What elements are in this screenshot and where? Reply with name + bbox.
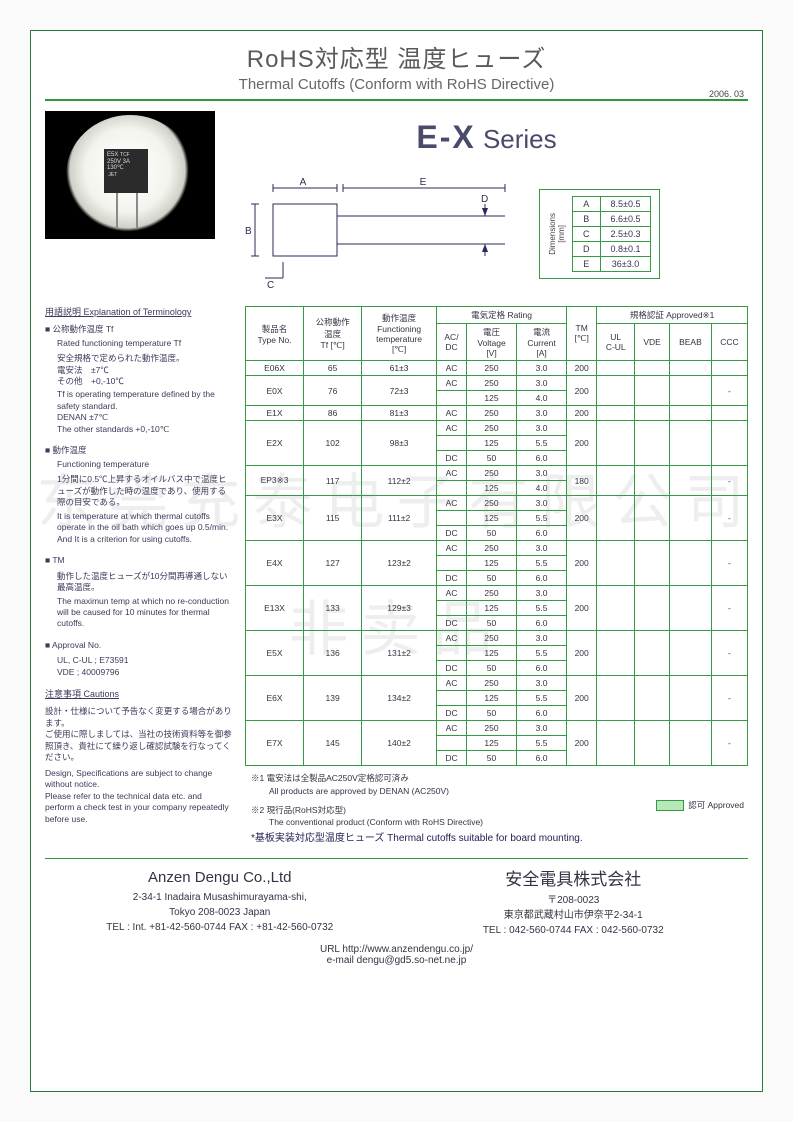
svg-text:B: B <box>245 226 252 237</box>
product-photo: E5X TCF250V 3A130℃ JET <box>45 111 215 239</box>
term-item: ■ 動作温度Functioning temperature1分間に0.5℃上昇す… <box>45 445 233 545</box>
spec-row: E06X6561±3AC2503.0200 <box>246 361 748 376</box>
dim-row: C2.5±0.3 <box>573 227 651 242</box>
dim-row: B6.6±0.5 <box>573 212 651 227</box>
footer-url: URL http://www.anzendengu.co.jp/ e-mail … <box>45 944 748 966</box>
mount-note: *基板実装対応型温度ヒューズ Thermal cutoffs suitable … <box>245 829 748 844</box>
series-sub: Series <box>483 124 557 154</box>
footer: Anzen Dengu Co.,Ltd 2-34-1 Inadaira Musa… <box>45 867 748 938</box>
spec-row: E0X7672±3AC2503.0200- <box>246 376 748 391</box>
series-title: E-X Series <box>225 119 748 156</box>
note1-en: All products are approved by DENAN (AC25… <box>269 786 449 796</box>
dim-row: D0.8±0.1 <box>573 242 651 257</box>
company-jp: 安全電具株式会社 <box>407 867 741 893</box>
cautions-heading: 注意事項 Cautions <box>45 688 233 700</box>
spec-row: E2X10298±3AC2503.0200 <box>246 421 748 436</box>
title-en: Thermal Cutoffs (Conform with RoHS Direc… <box>45 76 748 93</box>
term-item: ■ TM動作した温度ヒューズが10分間再導通しない最高温度。The maximu… <box>45 555 233 630</box>
dim-row: A8.5±0.5 <box>573 197 651 212</box>
company-en: Anzen Dengu Co.,Ltd <box>53 867 387 890</box>
spec-row: EP3※3117112±2AC2503.0180- <box>246 466 748 481</box>
divider-top <box>45 99 748 101</box>
tel-jp: TEL : 042-560-0744 FAX : 042-560-0732 <box>407 923 741 938</box>
tel-en: TEL : Int. +81-42-560-0744 FAX : +81-42-… <box>53 920 387 935</box>
svg-text:A: A <box>300 177 307 188</box>
addr-en2: Tokyo 208-0023 Japan <box>53 905 387 920</box>
spec-row: E13X133129±3AC2503.0200- <box>246 586 748 601</box>
dimension-table-wrap: Dimensions[mm] A8.5±0.5B6.6±0.5C2.5±0.3D… <box>539 189 660 279</box>
chip-label: E5X TCF250V 3A130℃ JET <box>104 149 148 193</box>
spec-row: E4X127123±2AC2503.0200- <box>246 541 748 556</box>
spec-row: E6X139134±2AC2503.0200- <box>246 676 748 691</box>
divider-bottom <box>45 858 748 859</box>
spec-row: E7X145140±2AC2503.0200- <box>246 721 748 736</box>
svg-text:D: D <box>481 194 488 205</box>
addr-jp: 東京都武蔵村山市伊奈平2-34-1 <box>407 908 741 923</box>
cautions-en: Design, Specifications are subject to ch… <box>45 768 233 825</box>
cautions-jp: 設計・仕様について予告なく変更する場合があります。 ご使用に際しましては、当社の… <box>45 706 233 763</box>
terminology-column: 用語説明 Explanation of Terminology ■ 公称動作温度… <box>45 306 233 844</box>
date: 2006. 03 <box>709 89 744 99</box>
page-frame: RoHS対応型 温度ヒューズ Thermal Cutoffs (Conform … <box>30 30 763 1092</box>
title-block: RoHS対応型 温度ヒューズ Thermal Cutoffs (Conform … <box>45 39 748 93</box>
series-main: E-X <box>416 119 475 155</box>
svg-text:C: C <box>267 280 274 291</box>
terminology-heading: 用語説明 Explanation of Terminology <box>45 306 233 318</box>
dimension-diagram: A E B <box>225 174 525 294</box>
term-item: ■ Approval No.UL, C-UL ; E73591 VDE ; 40… <box>45 640 233 678</box>
dim-row: E36±3.0 <box>573 257 651 272</box>
zip-jp: 〒208-0023 <box>407 893 741 908</box>
svg-text:E: E <box>420 177 427 188</box>
dimension-unit-label: Dimensions[mm] <box>548 213 566 255</box>
title-jp: RoHS対応型 温度ヒューズ <box>45 39 748 74</box>
spec-row: E5X136131±2AC2503.0200- <box>246 631 748 646</box>
dimension-table: A8.5±0.5B6.6±0.5C2.5±0.3D0.8±0.1E36±3.0 <box>572 196 651 272</box>
spec-table: 製品名Type No. 公称動作温度Tf [℃] 動作温度Functioning… <box>245 306 748 766</box>
spec-row: E3X115111±2AC2503.0200- <box>246 496 748 511</box>
addr-en1: 2-34-1 Inadaira Musashimurayama-shi, <box>53 890 387 905</box>
spec-row: E1X8681±3AC2503.0200 <box>246 406 748 421</box>
note2-jp: ※2 現行品(RoHS対応型) <box>251 805 346 815</box>
note2-en: The conventional product (Conform with R… <box>269 817 483 827</box>
note1-jp: ※1 電安法は全製品AC250V定格認可済み <box>251 773 409 783</box>
term-item: ■ 公称動作温度 TfRated functioning temperature… <box>45 324 233 435</box>
